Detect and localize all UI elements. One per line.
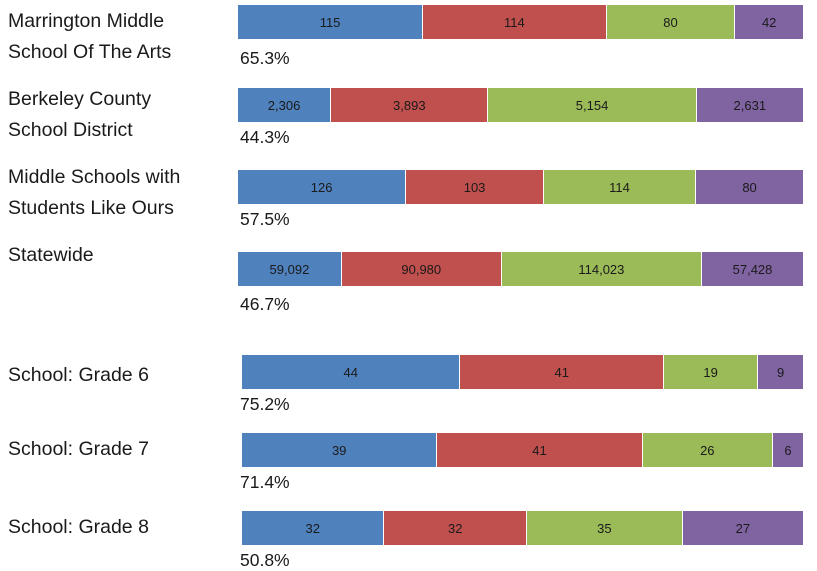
row-label-line: Statewide <box>8 244 94 266</box>
bar-segment: 44 <box>242 355 461 389</box>
stacked-bar: 126 103 114 80 <box>238 170 803 204</box>
percent-label: 71.4% <box>240 472 290 492</box>
segment-value-label: 3,893 <box>393 97 426 113</box>
segment-value-label: 114,023 <box>578 261 625 277</box>
segment-value-label: 2,631 <box>733 97 767 113</box>
segment-value-label: 19 <box>703 364 718 380</box>
segment-value-label: 80 <box>663 14 678 30</box>
segment-value-label: 27 <box>735 520 751 536</box>
segment-value-label: 42 <box>761 14 777 30</box>
bar-segment: 126 <box>238 170 407 204</box>
segment-value-label: 32 <box>305 520 320 536</box>
bar-segment: 80 <box>696 170 803 204</box>
segment-value-label: 41 <box>532 442 547 458</box>
bar-segment: 41 <box>460 355 664 389</box>
row-label-line: Berkeley County <box>8 88 152 110</box>
row-label-line: School: Grade 6 <box>8 364 149 386</box>
bar-segment: 2,306 <box>238 88 332 122</box>
segment-value-label: 126 <box>310 179 333 195</box>
row-label: Marrington Middle School Of The Arts <box>8 6 171 68</box>
segment-value-label: 57,428 <box>732 261 773 277</box>
stacked-bar: 44 41 19 9 <box>242 355 803 389</box>
bar-segment: 2,631 <box>696 88 803 122</box>
segment-value-label: 39 <box>331 442 347 458</box>
bar-segment: 3,893 <box>331 88 489 122</box>
bar-segment: 19 <box>663 355 759 389</box>
bar-segment: 35 <box>526 511 683 545</box>
row-label: Berkeley County School District <box>8 84 151 146</box>
percent-label: 44.3% <box>240 127 290 147</box>
segment-value-label: 44 <box>343 364 358 380</box>
stacked-bar: 59,092 90,980 114,023 57,428 <box>238 252 803 286</box>
bar-segment: 6 <box>772 433 803 467</box>
bar-segment: 41 <box>437 433 643 467</box>
segment-value-label: 114 <box>609 179 630 195</box>
segment-value-label: 103 <box>463 179 486 195</box>
stacked-bar: 2,306 3,893 5,154 2,631 <box>238 88 803 122</box>
row-label: School: Grade 6 <box>8 360 149 391</box>
bar-segment: 114,023 <box>501 252 703 286</box>
bar-segment: 114 <box>423 5 607 39</box>
percent-label: 50.8% <box>240 550 290 570</box>
row-label-line: Students Like Ours <box>8 197 174 219</box>
segment-value-label: 9 <box>777 364 785 380</box>
percent-label: 57.5% <box>240 209 290 229</box>
segment-value-label: 5,154 <box>575 97 609 113</box>
segment-value-label: 41 <box>554 364 569 380</box>
row-label-line: School Of The Arts <box>8 41 172 63</box>
bar-segment: 5,154 <box>488 88 697 122</box>
row-label-line: School District <box>8 119 133 141</box>
bar-segment: 9 <box>758 355 803 389</box>
stacked-bar: 39 41 26 6 <box>242 433 803 467</box>
stacked-bar: 115 114 80 42 <box>238 5 803 39</box>
bar-segment: 103 <box>406 170 544 204</box>
bar-segment: 57,428 <box>702 252 803 286</box>
row-label: Statewide <box>8 240 94 271</box>
segment-value-label: 26 <box>700 442 715 458</box>
row-label-line: Marrington Middle <box>8 10 165 32</box>
segment-value-label: 115 <box>319 14 341 30</box>
stacked-bar: 32 32 35 27 <box>242 511 803 545</box>
bar-segment: 26 <box>642 433 773 467</box>
bar-segment: 59,092 <box>238 252 342 286</box>
segment-value-label: 90,980 <box>401 261 442 277</box>
segment-value-label: 32 <box>447 520 463 536</box>
bar-segment: 115 <box>238 5 424 39</box>
segment-value-label: 35 <box>597 520 612 536</box>
percent-label: 75.2% <box>240 394 290 414</box>
row-label-line: School: Grade 8 <box>8 516 149 538</box>
row-label-line: Middle Schools with <box>8 166 181 188</box>
segment-value-label: 2,306 <box>267 97 301 113</box>
segment-value-label: 6 <box>784 442 792 458</box>
bar-segment: 80 <box>606 5 736 39</box>
bar-segment: 42 <box>735 5 803 39</box>
segment-value-label: 59,092 <box>269 261 310 277</box>
segment-value-label: 114 <box>503 14 525 30</box>
bar-segment: 39 <box>242 433 438 467</box>
row-label: School: Grade 8 <box>8 512 149 543</box>
row-label-line: School: Grade 7 <box>8 438 149 460</box>
row-label: Middle Schools with Students Like Ours <box>8 162 180 224</box>
bar-segment: 90,980 <box>341 252 502 286</box>
row-label: School: Grade 7 <box>8 434 149 465</box>
percent-label: 65.3% <box>240 48 290 68</box>
bar-segment: 114 <box>543 170 697 204</box>
bar-segment: 32 <box>384 511 527 545</box>
bar-segment: 32 <box>242 511 385 545</box>
segment-value-label: 80 <box>742 179 757 195</box>
bar-segment: 27 <box>682 511 803 545</box>
percent-label: 46.7% <box>240 294 290 314</box>
